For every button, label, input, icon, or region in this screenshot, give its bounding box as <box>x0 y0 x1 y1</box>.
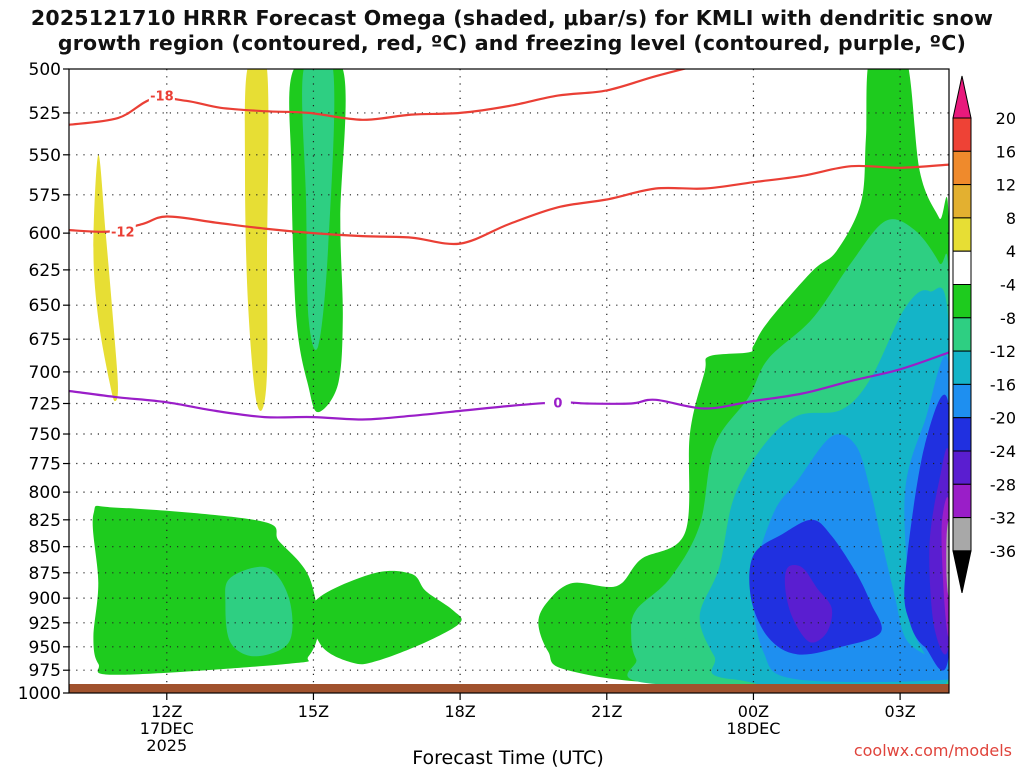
site-credit: coolwx.com/models <box>853 741 1012 760</box>
x-tick-year: 2025 <box>146 736 187 755</box>
colorbar-cap-bottom <box>952 550 972 594</box>
colorbar-label: -8 <box>1000 309 1016 328</box>
y-tick-label-925: 925 <box>29 614 61 634</box>
y-tick-label-900: 900 <box>29 589 61 609</box>
colorbar-label: 20 <box>996 109 1016 128</box>
colorbar-cell <box>952 150 972 186</box>
colorbar-cell <box>952 483 972 519</box>
colorbar-cell <box>952 383 972 419</box>
contour-label-0: 0 <box>553 396 562 411</box>
colorbar-label: -36 <box>990 542 1016 561</box>
x-tick-label-00Z: 00Z <box>738 702 769 721</box>
colorbar-cell <box>952 317 972 352</box>
colorbar-label: 4 <box>1006 242 1016 261</box>
x-tick-label-12Z: 12Z <box>151 702 182 721</box>
x-tick-label-15Z: 15Z <box>298 702 329 721</box>
x-tick-label-21Z: 21Z <box>591 702 622 721</box>
contour-label-neg18: -18 <box>150 90 174 105</box>
y-tick-label-700: 700 <box>29 363 61 383</box>
grid-lines <box>69 69 949 693</box>
colorbar-label: -24 <box>990 442 1016 461</box>
omega-region-neg8 <box>667 624 686 654</box>
contour-line-0 <box>69 351 949 421</box>
omega-region-neg8 <box>302 69 335 350</box>
y-tick-label-1000: 1000 <box>18 684 61 704</box>
colorbar-label: -4 <box>1000 276 1016 295</box>
contour-label-bg <box>109 223 136 239</box>
omega-region-neg32 <box>946 521 949 596</box>
title-line-1: 2025121710 HRRR Forecast Omega (shaded, … <box>30 6 994 30</box>
y-tick-label-550: 550 <box>29 146 61 166</box>
y-tick-label-525: 525 <box>29 104 61 124</box>
ground-surface <box>69 684 949 693</box>
y-tick-label-775: 775 <box>29 455 61 475</box>
plot-frame <box>68 68 950 694</box>
y-tick-label-675: 675 <box>29 330 61 350</box>
y-tick-label-975: 975 <box>29 661 61 681</box>
colorbar-label: -12 <box>990 342 1016 361</box>
omega-region-4 <box>244 69 269 411</box>
y-tick-label-800: 800 <box>29 483 61 503</box>
colorbar-cell <box>952 350 972 385</box>
y-tick-label-825: 825 <box>29 511 61 531</box>
title-line-2: growth region (contoured, red, ºC) and f… <box>57 31 967 55</box>
colorbar: 20 16 12 8 4 -4 -8 -12 -16 -20 -24 -28 -32 -36 <box>952 75 1016 594</box>
colorbar-cell <box>952 217 972 252</box>
colorbar-cap-top <box>952 75 972 119</box>
colorbar-label: 12 <box>996 176 1016 195</box>
y-tick-label-850: 850 <box>29 538 61 558</box>
colorbar-label: 16 <box>996 142 1016 161</box>
colorbar-label: -32 <box>990 509 1016 528</box>
contour-line-neg18 <box>69 69 688 126</box>
colorbar-cell <box>952 417 972 452</box>
x-axis-label: Forecast Time (UTC) <box>412 747 603 768</box>
y-tick-label-600: 600 <box>29 224 61 244</box>
omega-region-4 <box>93 154 118 402</box>
colorbar-cell <box>952 517 972 552</box>
contour-label-neg12: -12 <box>111 226 135 241</box>
omega-region-neg8 <box>225 566 293 657</box>
temperature-contours: -18 -12 0 <box>69 69 949 421</box>
omega-region-neg4 <box>310 570 462 665</box>
y-tick-label-875: 875 <box>29 564 61 584</box>
contour-label-bg <box>148 87 175 103</box>
omega-region-neg24 <box>929 448 949 655</box>
colorbar-label: 8 <box>1006 209 1016 228</box>
y-axis: 500 525 550 575 600 625 650 675 700 725 750 775 800 8… <box>18 60 69 704</box>
y-tick-label-725: 725 <box>29 394 61 414</box>
colorbar-label: -16 <box>990 375 1016 394</box>
x-tick-date: 18DEC <box>726 719 780 738</box>
y-tick-label-750: 750 <box>29 425 61 445</box>
x-tick-label-18Z: 18Z <box>444 702 475 721</box>
contour-label-bg <box>544 394 571 410</box>
chart-title: 2025121710 HRRR Forecast Omega (shaded, … <box>0 6 1024 56</box>
y-tick-label-575: 575 <box>29 186 61 206</box>
colorbar-label: -28 <box>990 475 1016 494</box>
colorbar-cell <box>952 117 972 152</box>
colorbar-label: -20 <box>990 409 1016 428</box>
colorbar-cell <box>952 284 972 319</box>
x-tick-label-03Z: 03Z <box>884 702 915 721</box>
colorbar-cell <box>952 250 972 285</box>
x-tick-date: 17DEC <box>140 719 194 738</box>
y-tick-label-625: 625 <box>29 261 61 281</box>
omega-shading <box>92 69 949 693</box>
contour-line-neg12 <box>69 163 949 246</box>
colorbar-cell <box>952 184 972 219</box>
y-tick-label-500: 500 <box>29 60 61 80</box>
colorbar-cell <box>952 450 972 485</box>
y-tick-label-950: 950 <box>29 638 61 658</box>
y-tick-label-650: 650 <box>29 296 61 316</box>
